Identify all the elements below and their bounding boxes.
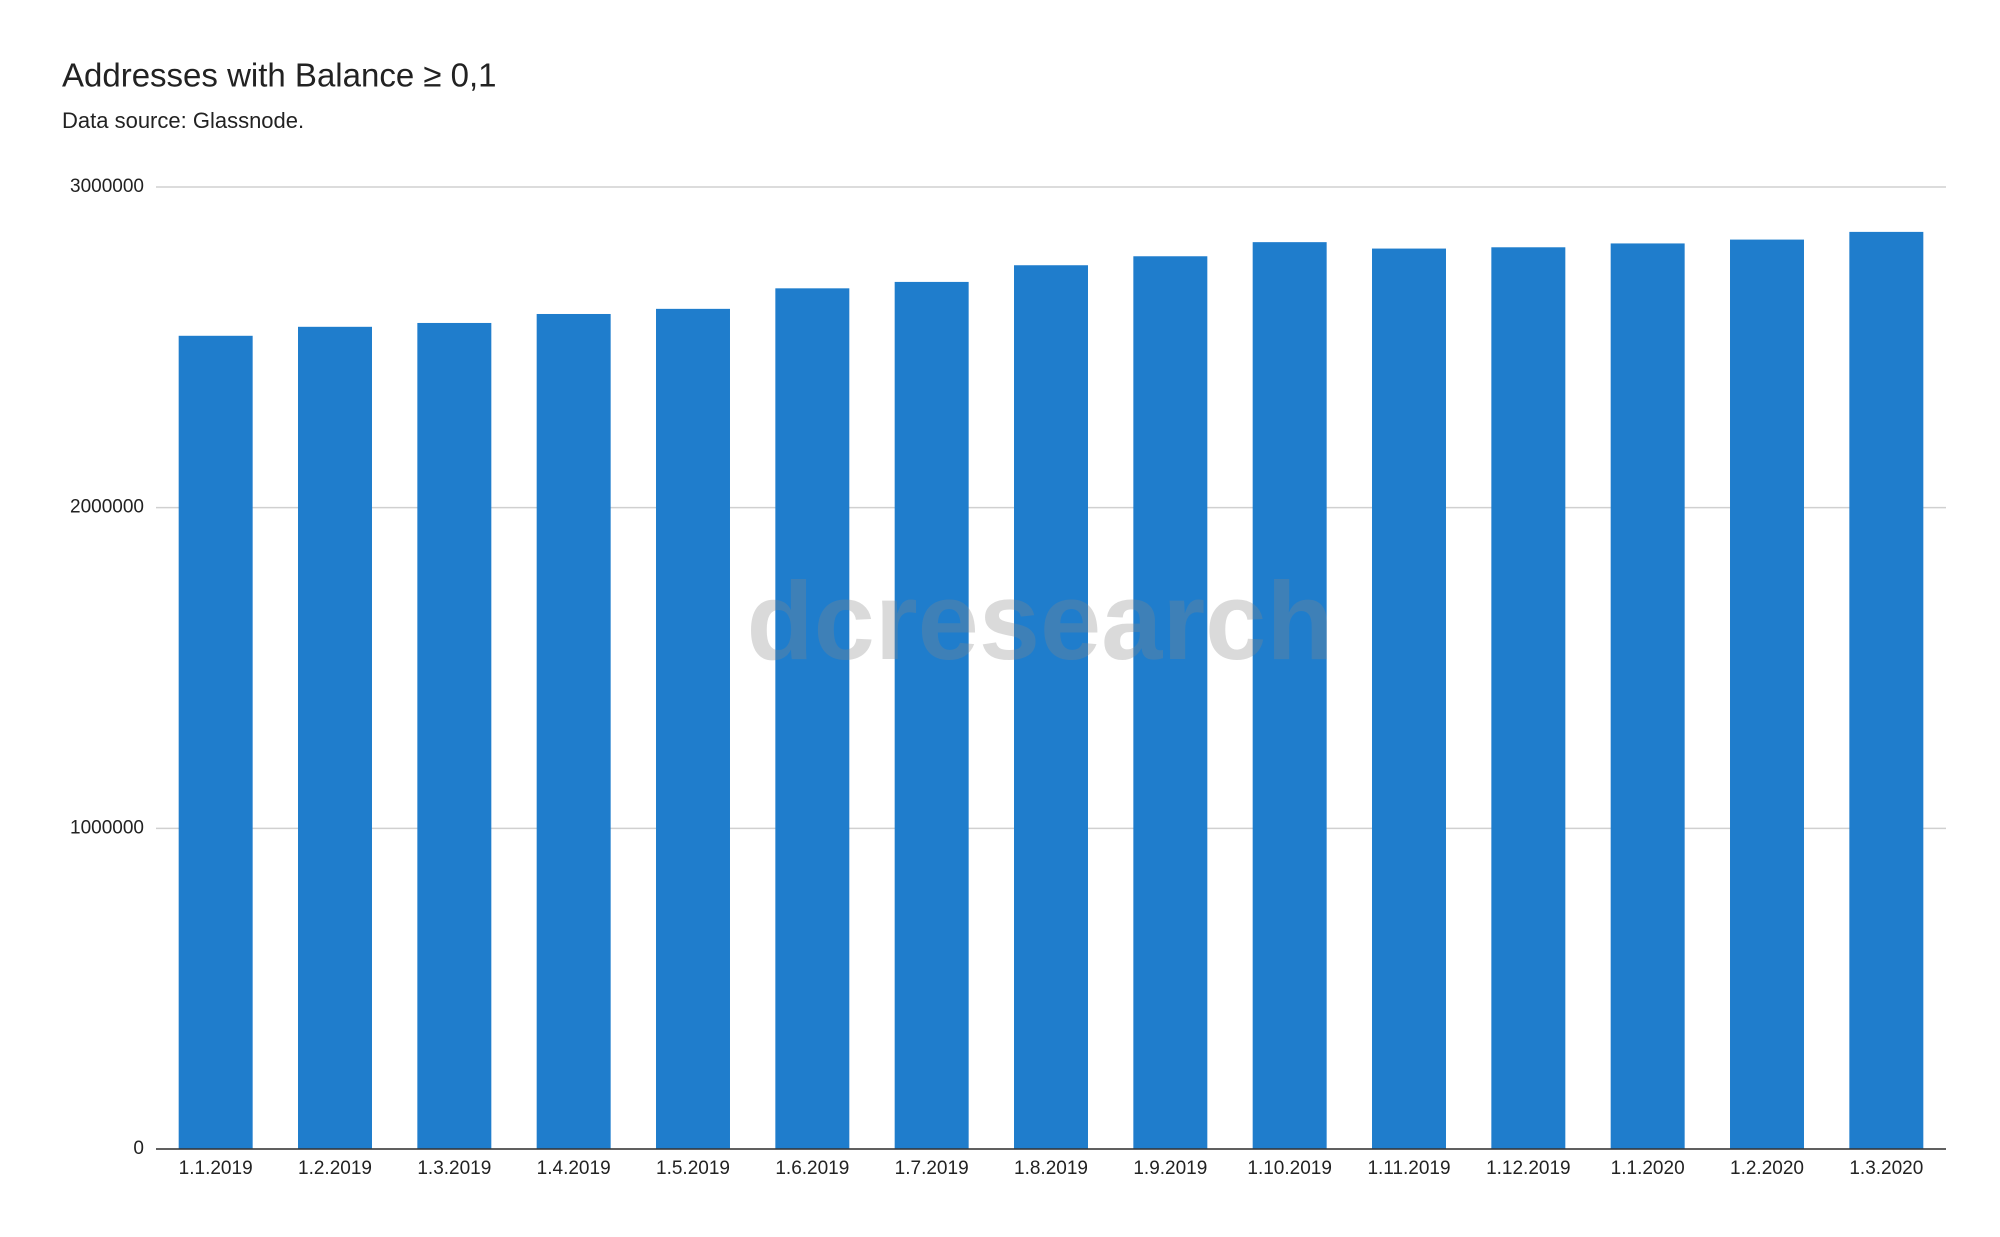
x-tick-label: 1.10.2019 [1247, 1158, 1332, 1179]
bar [1014, 265, 1088, 1149]
y-tick-label: 2000000 [70, 497, 144, 518]
bar [1730, 239, 1804, 1149]
x-tick-label: 1.6.2019 [775, 1158, 849, 1179]
bar [894, 281, 969, 1149]
x-tick-label: 1.1.2020 [1611, 1158, 1685, 1179]
x-tick-label: 1.8.2019 [1014, 1158, 1088, 1179]
bar [417, 322, 492, 1150]
bar [178, 335, 253, 1150]
bar [1252, 242, 1327, 1149]
watermark: dcresearch [746, 560, 1333, 683]
x-tick-label: 1.2.2020 [1730, 1158, 1804, 1179]
x-tick-label: 1.9.2019 [1133, 1158, 1207, 1179]
chart-subtitle: Data source: Glassnode. [62, 108, 304, 133]
x-tick-label: 1.7.2019 [895, 1158, 969, 1179]
x-tick-label: 1.2.2019 [298, 1158, 372, 1179]
x-tick-label: 1.12.2019 [1486, 1158, 1571, 1179]
y-tick-label: 3000000 [70, 176, 144, 197]
y-tick-label: 0 [133, 1138, 144, 1159]
x-tick-label: 1.11.2019 [1367, 1158, 1450, 1179]
bar [775, 288, 850, 1149]
bar [1610, 243, 1685, 1150]
bar [1849, 231, 1924, 1150]
x-tick-label: 1.4.2019 [537, 1158, 611, 1179]
chart-title: Addresses with Balance ≥ 0,1 [62, 57, 497, 94]
bar [298, 326, 372, 1149]
y-tick-label: 1000000 [70, 817, 144, 838]
x-tick-label: 1.5.2019 [656, 1158, 730, 1179]
bar [1133, 256, 1208, 1149]
x-tick-label: 1.3.2020 [1849, 1158, 1923, 1179]
x-tick-label: 1.1.2019 [179, 1158, 253, 1179]
bar [536, 313, 611, 1149]
bar [1372, 248, 1446, 1149]
bar [656, 308, 730, 1149]
bar [1491, 247, 1566, 1149]
x-tick-label: 1.3.2019 [417, 1158, 491, 1179]
